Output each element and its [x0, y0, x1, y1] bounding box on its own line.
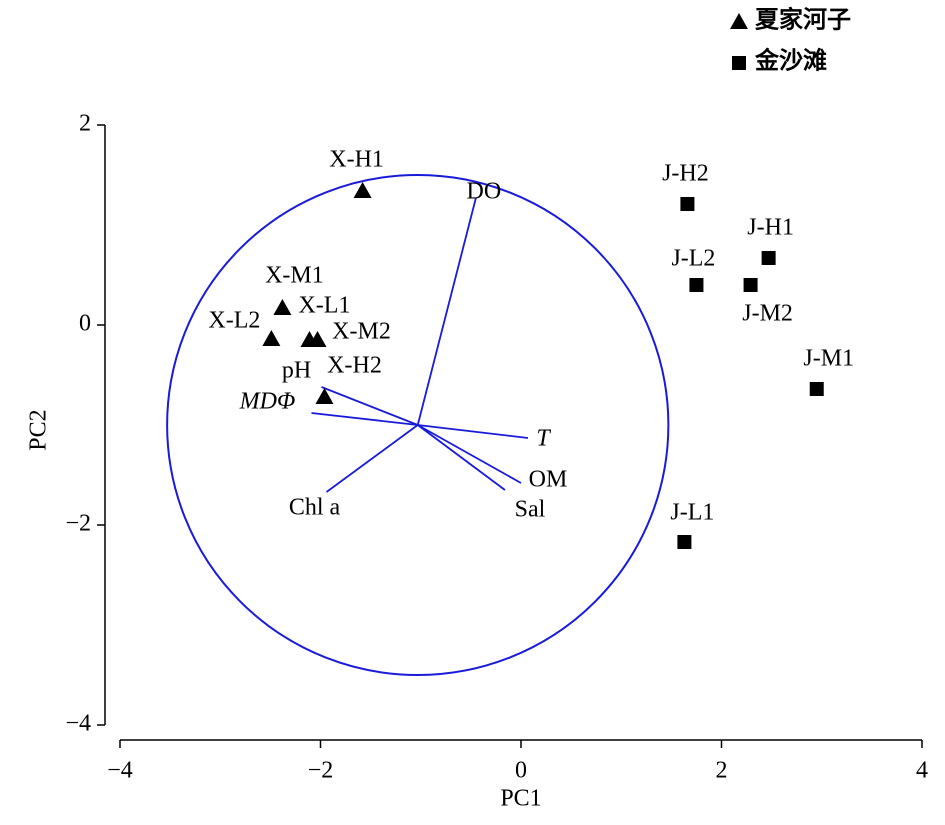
loading-vector: [416, 197, 477, 426]
point: [262, 330, 281, 346]
loading-vector: [417, 424, 522, 484]
point: [308, 331, 327, 347]
point: [315, 388, 334, 404]
point: [353, 182, 372, 198]
point: [677, 535, 692, 549]
y-tick-label: −4: [65, 711, 91, 737]
legend-label: 金沙滩: [754, 47, 827, 75]
y-tick-label: 0: [79, 311, 91, 337]
loading-vector: [321, 386, 419, 426]
x-tick-label: 4: [916, 758, 928, 784]
correlation-circle: [166, 174, 670, 676]
point: [743, 278, 758, 292]
point-label: J-L2: [671, 246, 715, 272]
loading-label: Sal: [515, 497, 546, 523]
point-label: J-H1: [747, 215, 794, 241]
loading-vector: [417, 424, 529, 439]
loading-label: OM: [529, 467, 568, 493]
loading-vector: [417, 424, 506, 491]
point: [680, 197, 695, 211]
loading-label: pH: [282, 358, 311, 384]
point: [689, 278, 704, 292]
point-label: J-M1: [803, 346, 854, 372]
point: [273, 299, 292, 315]
point-label: J-H2: [662, 161, 709, 187]
y-tick-label: −2: [65, 511, 91, 537]
point-label: X-M1: [265, 263, 324, 289]
loading-vector: [325, 424, 419, 493]
point-label: J-L1: [670, 500, 714, 526]
point-label: X-H2: [327, 353, 382, 379]
point-label: X-L2: [208, 308, 260, 334]
point-label: J-M2: [742, 301, 793, 327]
loading-label: Chl a: [289, 495, 341, 521]
loading-label: MDΦ: [239, 389, 296, 415]
x-tick-label: 0: [515, 758, 527, 784]
legend-marker: [730, 13, 748, 29]
loading-label: T: [536, 426, 551, 452]
legend-label: 夏家河子: [755, 6, 851, 34]
loading-label: DO: [467, 179, 502, 205]
x-tick-label: −4: [107, 758, 133, 784]
legend-marker: [732, 56, 746, 70]
x-tick-label: −2: [308, 758, 334, 784]
point-label: X-H1: [329, 147, 384, 173]
loading-vector: [311, 412, 418, 426]
x-axis-label: PC1: [500, 786, 541, 812]
x-tick-label: 2: [716, 758, 728, 784]
point: [809, 382, 824, 396]
point: [761, 251, 776, 265]
point-label: X-M2: [332, 319, 391, 345]
y-axis-label: PC2: [26, 409, 52, 450]
y-tick-label: 2: [79, 111, 91, 137]
point-label: X-L1: [298, 293, 350, 319]
